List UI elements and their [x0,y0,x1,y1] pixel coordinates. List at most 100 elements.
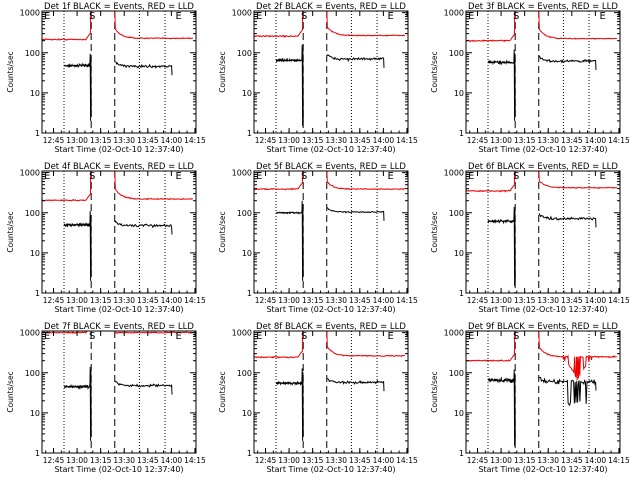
panel-det-7f: Det 7f BLACK = Events, RED = LLD 1 10 100 10… [6,322,206,474]
y-tick-label: 1000 [232,9,252,18]
y-tick-label: 1000 [20,9,40,18]
x-tick-label: 12:45 [467,296,489,305]
plot-frame [253,170,409,294]
x-tick-label: 13:45 [137,296,159,305]
x-axis-label: Start Time (02-Oct-10 12:37:40) [54,305,183,314]
x-tick-label: 13:00 [490,456,512,465]
y-tick-label: 1 [247,289,252,298]
event-marker-e: E [599,11,605,22]
event-marker-s: S [301,11,307,22]
lld-series-line [253,170,304,191]
x-tick-label: 13:45 [349,296,371,305]
x-tick-label: 13:45 [561,136,583,145]
x-tick-label: 13:15 [514,136,536,145]
x-axis-label: Start Time (02-Oct-10 12:37:40) [266,465,395,474]
x-tick-label: 14:15 [608,136,630,145]
x-tick-label: 12:45 [255,136,277,145]
x-axis-label: Start Time (02-Oct-10 12:37:40) [266,305,395,314]
x-tick-label: 13:45 [561,296,583,305]
y-tick-label: 1000 [232,169,252,178]
x-tick-label: 13:30 [325,136,347,145]
y-tick-label: 100 [25,209,40,218]
event-marker-s: S [513,331,519,342]
y-tick-label: 100 [25,369,40,378]
event-marker-e: E [175,171,181,182]
lld-series-line [253,330,304,359]
y-tick-label: 100 [449,369,464,378]
x-tick-label: 14:00 [373,136,395,145]
y-tick-label: 1000 [20,169,40,178]
x-tick-label: 12:45 [43,136,65,145]
x-tick-label: 14:00 [161,296,183,305]
x-tick-label: 13:30 [325,296,347,305]
lld-series-line [253,10,304,38]
panel-title: Det 6f BLACK = Events, RED = LLD [468,162,618,172]
y-tick-label: 1 [459,449,464,458]
y-axis-label: Counts/sec [6,211,15,252]
y-tick-label: 1000 [444,169,464,178]
event-marker-e: E [468,331,474,342]
y-tick-label: 1 [459,129,464,138]
plot-frame [465,10,621,134]
x-tick-label: 13:00 [490,296,512,305]
lld-series-line [326,170,405,191]
x-tick-label: 13:30 [113,296,135,305]
x-tick-label: 13:30 [325,456,347,465]
x-tick-label: 14:00 [585,136,607,145]
y-tick-label: 10 [454,249,464,258]
event-marker-s: S [513,11,519,22]
plot-frame [253,330,409,454]
x-tick-label: 14:00 [585,456,607,465]
lld-series-line [538,170,618,190]
events-series-line [326,377,385,392]
event-marker-s: S [301,171,307,182]
events-series-line [63,53,92,121]
x-tick-label: 14:00 [161,456,183,465]
event-marker-s: S [89,171,95,182]
x-tick-label: 12:45 [43,456,65,465]
x-tick-label: 13:45 [137,136,159,145]
y-tick-label: 10 [242,409,252,418]
event-marker-e: E [256,171,262,182]
event-marker-e: E [387,331,393,342]
lld-series-line [326,330,406,358]
events-series-line [487,206,516,286]
lld-series-line [41,170,92,202]
y-axis-label: Counts/sec [218,51,227,92]
events-series-line [539,377,597,406]
event-marker-e: E [599,331,605,342]
y-tick-label: 10 [242,89,252,98]
x-tick-label: 13:30 [113,456,135,465]
panel-title: Det 2f BLACK = Events, RED = LLD [256,2,406,12]
panel-title: Det 3f BLACK = Events, RED = LLD [468,2,618,12]
y-tick-label: 10 [454,89,464,98]
plot-frame [253,10,409,134]
x-tick-label: 13:30 [113,136,135,145]
lld-series-line [41,330,91,335]
x-axis-label: Start Time (02-Oct-10 12:37:40) [478,145,607,154]
y-tick-label: 1 [35,129,40,138]
y-axis-label: Counts/sec [430,211,439,252]
lld-series-line [538,330,617,380]
y-tick-label: 1 [35,289,40,298]
event-marker-e: E [44,11,50,22]
event-marker-e: E [387,171,393,182]
event-marker-e: E [468,11,474,22]
panel-det-1f: Det 1f BLACK = Events, RED = LLD 1 10 100 10… [6,2,206,154]
events-series-line [275,200,304,281]
panel-title: Det 9f BLACK = Events, RED = LLD [468,322,618,332]
y-axis-label: Counts/sec [6,371,15,412]
x-tick-label: 14:15 [608,296,630,305]
lld-series-line [41,10,92,41]
events-series-line [63,366,92,441]
x-tick-label: 13:00 [66,136,88,145]
events-series-line [487,369,516,446]
plot-frame [41,330,197,454]
x-tick-label: 13:30 [537,456,559,465]
lld-series-line [114,170,194,201]
x-tick-label: 13:00 [278,456,300,465]
y-tick-label: 10 [30,89,40,98]
x-tick-label: 13:00 [278,296,300,305]
event-marker-e: E [599,171,605,182]
x-axis-label: Start Time (02-Oct-10 12:37:40) [54,145,183,154]
